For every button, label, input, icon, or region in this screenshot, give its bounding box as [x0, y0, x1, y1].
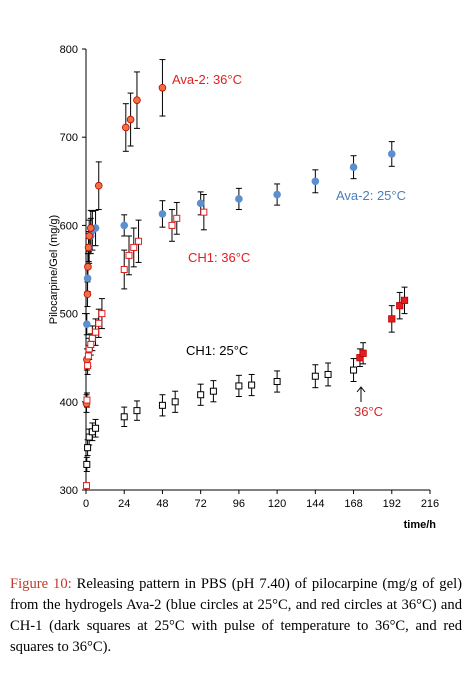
data-point: [168, 221, 176, 229]
figure-caption: Figure 10: Releasing pattern in PBS (pH …: [10, 574, 462, 658]
data-point: [92, 424, 100, 432]
data-point: [95, 319, 103, 327]
x-tick-label: 72: [195, 498, 207, 510]
x-tick-label: 216: [421, 498, 439, 510]
data-point: [88, 334, 96, 342]
data-point: [126, 115, 135, 124]
data-point: [92, 328, 100, 336]
x-tick-label: 192: [383, 498, 401, 510]
data-point: [197, 391, 205, 399]
y-tick-label: 400: [60, 397, 78, 409]
data-point: [83, 274, 92, 283]
data-point: [84, 352, 92, 360]
data-point: [130, 243, 138, 251]
y-tick-label: 500: [60, 309, 78, 321]
data-point: [122, 123, 130, 132]
data-point: [158, 84, 167, 92]
data-point: [200, 208, 208, 216]
data-point: [120, 221, 129, 230]
data-point: [273, 190, 281, 199]
data-point: [85, 232, 93, 240]
series-label: Ava-2: 36°C: [172, 72, 242, 87]
data-point: [133, 96, 141, 104]
series-label: 36°C: [354, 404, 383, 419]
axes: 300 400 500 600 700 800 0 24 48 72 96 120 144 168 192 2…: [48, 44, 439, 531]
data-point: [196, 199, 205, 208]
data-point: [82, 482, 90, 490]
series-label: Ava-2: 25°C: [336, 188, 406, 203]
y-tick-label: 800: [60, 44, 78, 56]
data-point: [359, 349, 367, 357]
data-point: [158, 210, 167, 218]
data-point: [387, 150, 396, 158]
data-point: [324, 370, 332, 378]
x-tick-label: 120: [268, 498, 286, 510]
y-tick-label: 300: [60, 485, 78, 497]
data-point: [396, 302, 404, 310]
data-point: [84, 263, 92, 271]
data-point: [98, 310, 106, 318]
data-point: [273, 378, 281, 386]
x-tick-label: 48: [156, 498, 168, 510]
data-point: [84, 444, 92, 452]
caption-text: Releasing pattern in PBS (pH 7.40) of pi…: [10, 576, 462, 655]
data-point: [350, 366, 358, 374]
data-point: [248, 381, 256, 389]
data-point: [86, 224, 95, 232]
data-point: [235, 382, 243, 390]
data-point: [82, 320, 91, 328]
x-axis-label: time/h: [404, 519, 437, 531]
data-point: [388, 315, 396, 323]
x-tick-label: 96: [233, 498, 245, 510]
data-point: [400, 296, 409, 304]
data-point: [209, 387, 217, 395]
x-tick-label: 24: [118, 498, 130, 510]
x-tick-label: 0: [83, 498, 89, 510]
series-labels: Ava-2: 36°C Ava-2: 25°C CH1: 36°C CH1: 25°C…: [172, 72, 406, 419]
data-point: [158, 401, 166, 409]
caption-label: Figure 10:: [10, 576, 72, 592]
data-point: [235, 195, 243, 203]
data-point: [120, 266, 128, 273]
x-tick-label: 168: [344, 498, 362, 510]
data-point: [84, 243, 93, 252]
data-point: [87, 340, 95, 348]
data-point: [84, 362, 92, 370]
x-tick-label: 144: [306, 498, 324, 510]
data-point: [125, 251, 133, 259]
data-point: [311, 177, 320, 186]
series-label: CH1: 36°C: [188, 250, 250, 265]
y-tick-label: 600: [60, 220, 78, 232]
series-label: CH1: 25°C: [186, 343, 248, 358]
y-axis-label: Pilocarpine/Gel (mg/g): [48, 215, 60, 324]
data-point: [83, 396, 91, 404]
data-point: [94, 181, 103, 190]
y-tick-label: 700: [60, 132, 78, 144]
data-point: [83, 290, 92, 298]
scatter-chart: 300 400 500 600 700 800 0 24 48 72 96 120 144 168 192 2…: [48, 44, 439, 531]
data-point: [120, 413, 128, 421]
data-point: [173, 214, 181, 222]
data-point: [349, 163, 358, 171]
data-point: [135, 237, 143, 245]
data-point: [311, 372, 319, 380]
pulse-arrow-head: [356, 386, 366, 393]
data-point: [171, 398, 179, 406]
data-point: [133, 407, 141, 415]
data-markers: [82, 84, 409, 490]
data-point: [83, 460, 91, 468]
